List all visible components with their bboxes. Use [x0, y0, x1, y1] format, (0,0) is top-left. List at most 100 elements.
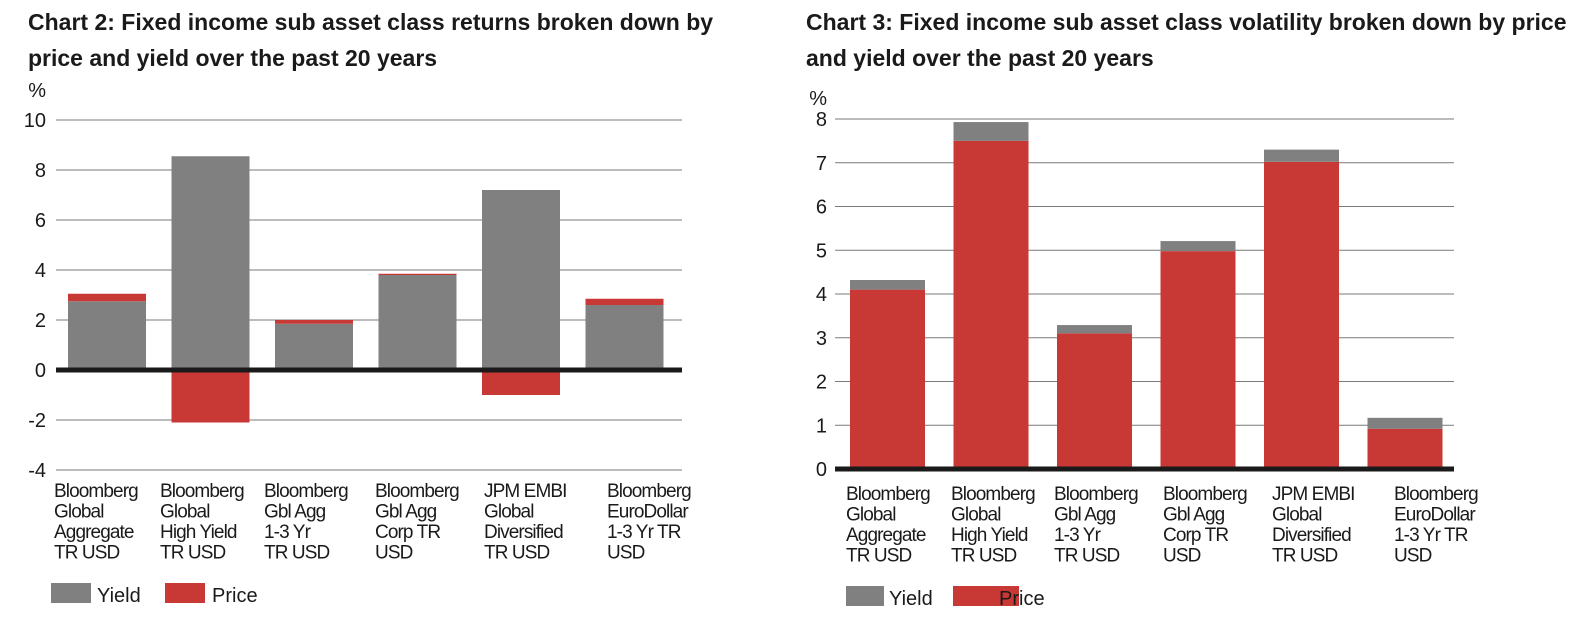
legend-swatch-price	[165, 583, 205, 603]
category-label: EuroDollar	[607, 502, 689, 523]
y-tick-label: 8	[816, 109, 827, 131]
category-label: Bloomberg	[54, 481, 138, 502]
category-label: EuroDollar	[1394, 505, 1476, 526]
bar-yield	[850, 280, 925, 290]
y-unit-label: %	[809, 88, 827, 110]
bar-yield	[1160, 241, 1236, 252]
legend-label-yield: Yield	[889, 588, 933, 610]
category-label: Global	[484, 502, 534, 523]
bar-price	[482, 370, 560, 395]
category-label: 1-3 Yr	[264, 522, 312, 543]
category-label: TR USD	[1272, 546, 1338, 567]
category-label: TR USD	[54, 543, 120, 564]
category-label: Bloomberg	[1163, 484, 1247, 505]
bar-yield	[953, 122, 1029, 141]
y-tick-label: 3	[816, 328, 827, 350]
y-unit-label: %	[28, 80, 46, 102]
category-label: Global	[54, 502, 104, 523]
bar-yield	[378, 275, 457, 370]
category-label: Bloomberg	[846, 484, 930, 505]
y-tick-label: 4	[816, 284, 827, 306]
bar-yield	[585, 305, 664, 370]
category-label: Gbl Agg	[1163, 505, 1225, 526]
y-tick-label: 6	[816, 197, 827, 219]
category-label: USD	[607, 543, 645, 564]
y-tick-label: 2	[816, 372, 827, 394]
category-label: TR USD	[484, 543, 550, 564]
chart-3-title: Chart 3: Fixed income sub asset class vo…	[806, 9, 1567, 71]
y-tick-label: 7	[816, 153, 827, 175]
category-label: 1-3 Yr TR	[607, 522, 681, 543]
category-label: JPM EMBI	[484, 481, 567, 502]
bar-yield	[1264, 149, 1339, 162]
category-label: USD	[1394, 546, 1432, 567]
y-tick-label: 1	[816, 415, 827, 437]
category-label: Bloomberg	[951, 484, 1035, 505]
y-tick-label: 4	[35, 260, 46, 282]
category-label: Bloomberg	[607, 481, 691, 502]
category-label: High Yield	[951, 525, 1028, 546]
category-label: USD	[375, 543, 413, 564]
legend-swatch-yield	[846, 586, 884, 606]
category-label: JPM EMBI	[1272, 484, 1355, 505]
bar-yield	[275, 323, 353, 370]
category-label: Corp TR	[1163, 525, 1228, 546]
legend-label-yield: Yield	[97, 585, 141, 607]
y-tick-label: 2	[35, 310, 46, 332]
y-tick-label: 10	[24, 110, 46, 132]
category-label: Global	[846, 505, 896, 526]
category-label: TR USD	[160, 543, 226, 564]
category-label: USD	[1163, 546, 1201, 567]
bar-price	[378, 273, 457, 275]
category-label: TR USD	[846, 546, 912, 567]
bar-price	[171, 370, 250, 423]
bar-price	[1160, 251, 1236, 469]
bar-price	[68, 293, 146, 302]
category-label: Bloomberg	[375, 481, 459, 502]
bar-yield	[1057, 325, 1132, 334]
category-label: Diversified	[1272, 525, 1351, 546]
category-label: TR USD	[1054, 546, 1120, 567]
category-label: Bloomberg	[264, 481, 348, 502]
category-label: Gbl Agg	[264, 502, 326, 523]
category-label: 1-3 Yr	[1054, 525, 1102, 546]
category-label: Corp TR	[375, 522, 440, 543]
bar-price	[1264, 161, 1339, 469]
bar-price	[953, 140, 1029, 469]
y-tick-label: -4	[28, 460, 46, 482]
category-label: Gbl Agg	[1054, 505, 1116, 526]
bar-yield	[1367, 417, 1443, 429]
legend-label-price: Price	[999, 588, 1045, 610]
category-label: Global	[1272, 505, 1322, 526]
bar-yield	[171, 156, 250, 370]
y-tick-label: 8	[35, 160, 46, 182]
y-tick-label: -2	[28, 410, 46, 432]
bar-yield	[482, 190, 560, 370]
bar-price	[275, 320, 353, 324]
category-label: TR USD	[951, 546, 1017, 567]
category-label: Global	[160, 502, 210, 523]
y-tick-label: 6	[35, 210, 46, 232]
category-label: Aggregate	[846, 525, 926, 546]
category-label: Bloomberg	[160, 481, 244, 502]
chart-2-title: Chart 2: Fixed income sub asset class re…	[28, 9, 714, 71]
y-tick-label: 0	[816, 459, 827, 481]
bar-price	[1057, 333, 1132, 469]
category-label: Bloomberg	[1394, 484, 1478, 505]
bar-price	[585, 298, 664, 305]
legend-label-price: Price	[212, 585, 258, 607]
category-label: Aggregate	[54, 522, 134, 543]
category-label: 1-3 Yr TR	[1394, 525, 1468, 546]
category-label: Bloomberg	[1054, 484, 1138, 505]
bar-price	[850, 289, 925, 469]
legend-swatch-price	[953, 586, 1019, 606]
category-label: TR USD	[264, 543, 330, 564]
y-tick-label: 5	[816, 240, 827, 262]
category-label: Gbl Agg	[375, 502, 437, 523]
bar-yield	[68, 301, 146, 370]
bar-price	[1367, 428, 1443, 469]
category-label: Diversified	[484, 522, 563, 543]
category-label: High Yield	[160, 522, 237, 543]
